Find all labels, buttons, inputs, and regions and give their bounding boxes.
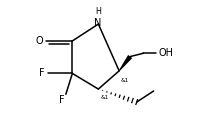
Text: H: H — [95, 7, 101, 16]
Text: F: F — [59, 95, 65, 105]
Text: &1: &1 — [121, 78, 129, 83]
Text: O: O — [35, 36, 43, 46]
Text: F: F — [39, 69, 44, 78]
Text: &1: &1 — [101, 95, 109, 100]
Polygon shape — [119, 55, 132, 71]
Text: OH: OH — [158, 48, 173, 58]
Text: N: N — [94, 18, 101, 28]
